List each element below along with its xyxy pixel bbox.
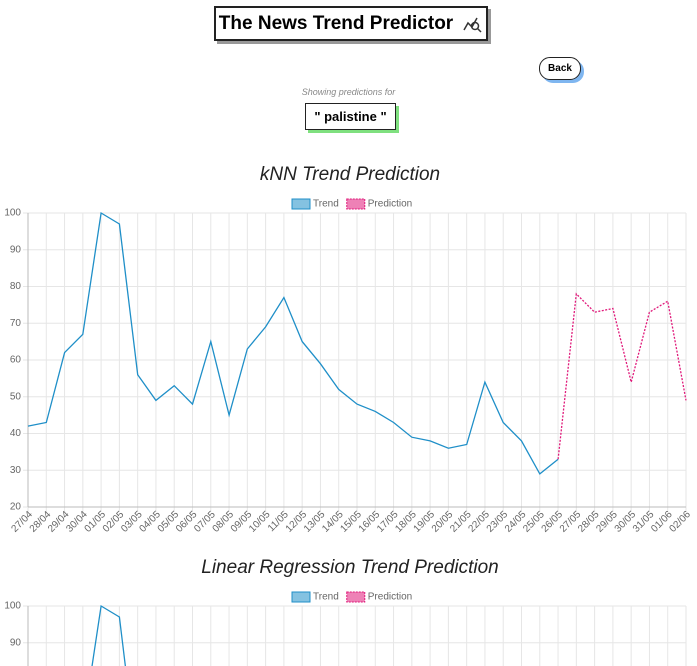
legend-swatch <box>346 591 366 603</box>
y-tick-label: 100 <box>4 208 21 219</box>
legend-swatch <box>291 591 311 603</box>
y-tick-label: 100 <box>4 601 21 612</box>
y-tick-label: 50 <box>10 391 22 402</box>
query-term: " palistine " <box>305 103 396 130</box>
trend-icon <box>463 17 482 33</box>
y-tick-label: 40 <box>10 428 22 439</box>
y-tick-label: 20 <box>10 502 22 513</box>
chart-title: kNN Trend Prediction <box>260 164 440 185</box>
title-box: The News Trend Predictor <box>214 6 488 41</box>
series-line <box>27 211 559 475</box>
chart-title: Linear Regression Trend Prediction <box>201 557 498 578</box>
legend-swatch <box>346 198 366 210</box>
y-tick-label: 90 <box>10 244 22 255</box>
legend-label: Trend <box>313 199 339 210</box>
page-title: The News Trend Predictor <box>218 12 454 34</box>
legend-label: Trend <box>313 592 339 603</box>
y-tick-label: 60 <box>10 355 22 366</box>
y-tick-label: 70 <box>10 318 22 329</box>
x-tick-label: 02/06 <box>668 509 694 535</box>
legend-swatch <box>291 198 311 210</box>
query-caption: Showing predictions for <box>301 87 396 97</box>
y-tick-label: 80 <box>10 281 22 292</box>
series-line <box>557 292 687 460</box>
series-line <box>91 604 127 666</box>
y-tick-label: 90 <box>10 637 22 648</box>
legend-label: Prediction <box>368 199 412 210</box>
legend-label: Prediction <box>368 592 412 603</box>
y-tick-label: 30 <box>10 465 22 476</box>
back-button[interactable]: Back <box>539 57 581 80</box>
